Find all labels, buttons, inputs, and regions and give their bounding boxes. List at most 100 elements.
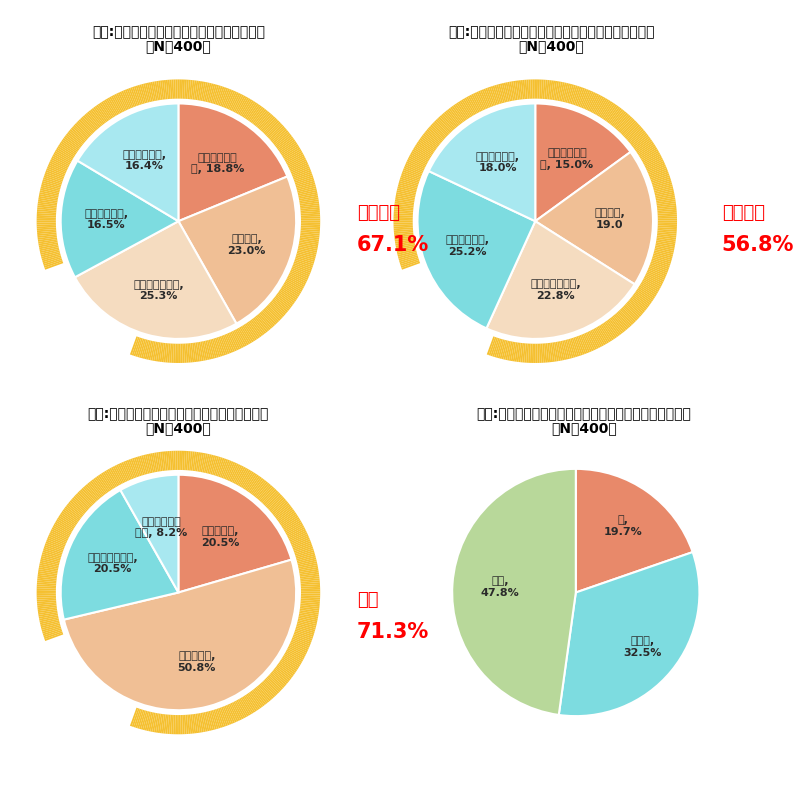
Wedge shape [463, 99, 474, 116]
Wedge shape [536, 80, 538, 99]
Wedge shape [298, 192, 317, 198]
Wedge shape [77, 492, 92, 506]
Wedge shape [212, 710, 219, 729]
Wedge shape [414, 146, 431, 157]
Text: 表１:あなたは自分のおならが気になりますか: 表１:あなたは自分のおならが気になりますか [92, 25, 265, 40]
Wedge shape [195, 713, 200, 733]
Wedge shape [245, 473, 257, 491]
Wedge shape [440, 115, 454, 130]
Wedge shape [54, 522, 72, 533]
Wedge shape [409, 156, 427, 166]
Wedge shape [92, 480, 105, 495]
Wedge shape [643, 154, 661, 164]
Wedge shape [297, 186, 316, 193]
Text: 表３:あなたは自分のおならを臭いと感じますか: 表３:あなたは自分のおならを臭いと感じますか [88, 407, 269, 421]
Wedge shape [299, 242, 318, 247]
Wedge shape [36, 213, 56, 216]
Wedge shape [101, 101, 113, 118]
Wedge shape [161, 343, 165, 362]
Wedge shape [181, 715, 182, 734]
Wedge shape [638, 287, 655, 299]
Wedge shape [182, 715, 185, 734]
Wedge shape [612, 111, 626, 127]
Wedge shape [658, 213, 677, 216]
Wedge shape [217, 87, 225, 105]
Wedge shape [298, 615, 318, 620]
Wedge shape [298, 247, 317, 253]
Wedge shape [262, 118, 277, 133]
Wedge shape [397, 188, 416, 194]
Wedge shape [213, 457, 221, 476]
Wedge shape [646, 273, 663, 284]
Wedge shape [56, 519, 74, 530]
Wedge shape [570, 338, 577, 357]
Wedge shape [427, 127, 444, 141]
Wedge shape [44, 631, 62, 639]
Wedge shape [614, 112, 628, 128]
Wedge shape [396, 196, 414, 201]
Wedge shape [476, 92, 486, 110]
Wedge shape [586, 333, 595, 351]
Wedge shape [255, 481, 268, 498]
Wedge shape [70, 500, 85, 514]
Wedge shape [125, 461, 134, 479]
Wedge shape [36, 228, 56, 231]
Wedge shape [294, 630, 314, 637]
Wedge shape [119, 463, 129, 481]
Wedge shape [642, 151, 659, 162]
Wedge shape [238, 699, 249, 717]
Wedge shape [48, 536, 66, 545]
Wedge shape [642, 280, 660, 291]
Wedge shape [547, 343, 551, 363]
Wedge shape [37, 204, 57, 208]
Wedge shape [245, 694, 257, 712]
Wedge shape [156, 342, 161, 362]
Wedge shape [220, 459, 228, 478]
Wedge shape [280, 512, 296, 525]
Wedge shape [123, 90, 132, 108]
Wedge shape [417, 141, 434, 153]
Wedge shape [606, 321, 619, 337]
Wedge shape [59, 143, 76, 155]
Wedge shape [122, 462, 131, 480]
Wedge shape [543, 344, 545, 363]
Wedge shape [657, 203, 676, 207]
Wedge shape [191, 343, 195, 363]
Wedge shape [37, 605, 57, 609]
Wedge shape [86, 484, 100, 500]
Wedge shape [517, 343, 521, 362]
Wedge shape [36, 592, 56, 594]
Wedge shape [466, 96, 477, 115]
Wedge shape [61, 490, 178, 619]
Wedge shape [178, 176, 296, 324]
Wedge shape [270, 672, 285, 687]
Wedge shape [205, 712, 212, 731]
Wedge shape [186, 715, 188, 734]
Wedge shape [178, 451, 179, 470]
Wedge shape [300, 577, 320, 580]
Wedge shape [204, 340, 209, 360]
Wedge shape [161, 714, 165, 733]
Wedge shape [45, 170, 64, 179]
Wedge shape [300, 578, 320, 582]
Wedge shape [179, 344, 181, 363]
Wedge shape [152, 81, 157, 100]
Wedge shape [607, 319, 620, 336]
Wedge shape [393, 223, 413, 224]
Wedge shape [291, 639, 310, 648]
Wedge shape [255, 316, 268, 333]
Wedge shape [272, 130, 289, 144]
Wedge shape [301, 228, 320, 230]
Wedge shape [43, 257, 62, 264]
Wedge shape [394, 231, 414, 234]
Wedge shape [269, 303, 285, 317]
Wedge shape [629, 129, 644, 142]
Wedge shape [400, 258, 419, 266]
Wedge shape [224, 334, 234, 352]
Wedge shape [273, 669, 290, 683]
Wedge shape [49, 163, 67, 172]
Text: 気になる: 気になる [722, 205, 765, 222]
Wedge shape [38, 200, 58, 204]
Wedge shape [654, 249, 673, 254]
Wedge shape [397, 249, 416, 255]
